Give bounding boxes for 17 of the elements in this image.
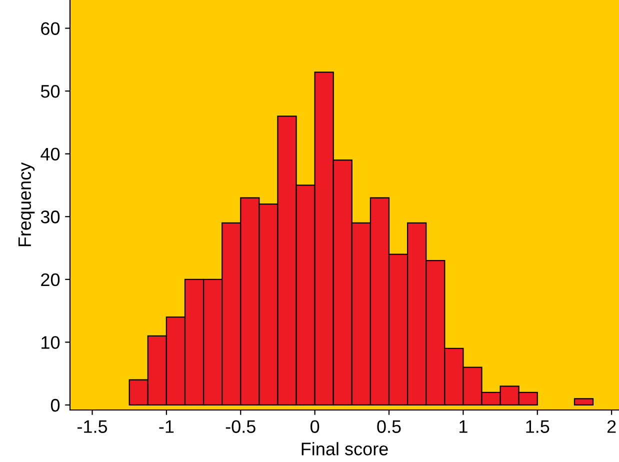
y-tick-label: 20 xyxy=(41,273,60,286)
x-tick-label: 2 xyxy=(607,420,616,433)
x-tick-label: 0 xyxy=(310,420,320,433)
y-tick-label: 0 xyxy=(50,398,60,412)
x-tick-label: 0.5 xyxy=(377,420,401,433)
x-tick-label: -1.5 xyxy=(78,420,108,433)
y-tick-label: 50 xyxy=(40,84,60,98)
y-tick-label: 10 xyxy=(42,336,60,349)
x-axis-title: Final score xyxy=(302,442,388,456)
y-tick-label: 40 xyxy=(40,148,60,161)
x-tick-label: 1.5 xyxy=(526,420,550,433)
x-tick-label: 1 xyxy=(460,420,468,433)
y-tick-label: 30 xyxy=(40,210,60,224)
x-tick-label: -1 xyxy=(159,420,174,433)
y-axis-title: Frequency xyxy=(18,162,35,246)
y-tick-label: 60 xyxy=(41,22,60,35)
x-tick-label: -0.5 xyxy=(226,420,256,433)
